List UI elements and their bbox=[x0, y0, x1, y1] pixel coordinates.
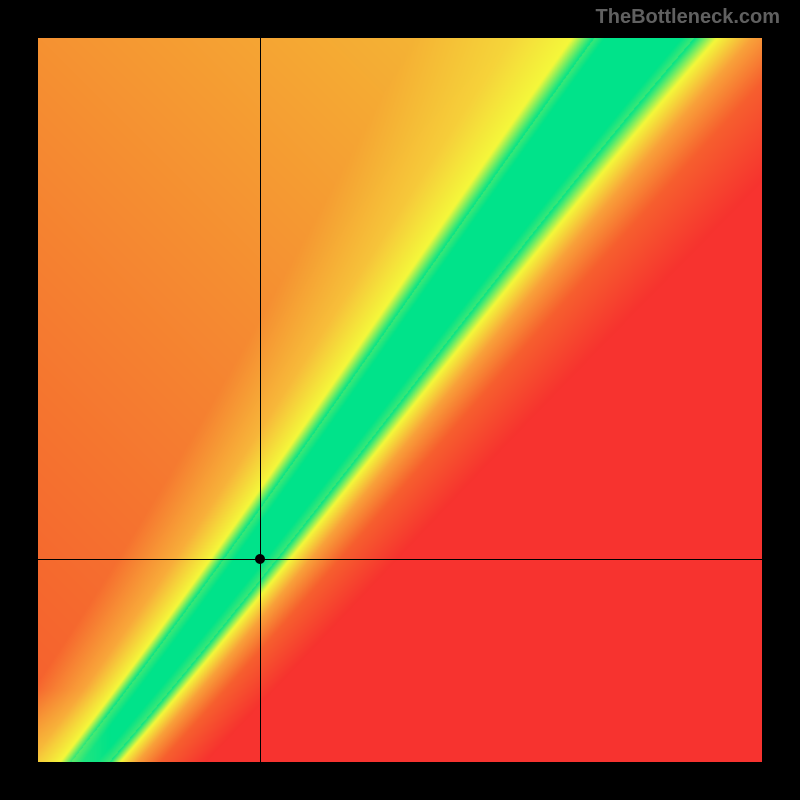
crosshair-vertical bbox=[260, 38, 261, 762]
watermark-text: TheBottleneck.com bbox=[596, 6, 780, 29]
heatmap-canvas bbox=[38, 38, 762, 762]
crosshair-horizontal bbox=[38, 559, 762, 560]
marker-dot bbox=[255, 554, 265, 564]
heatmap-plot bbox=[38, 38, 762, 762]
